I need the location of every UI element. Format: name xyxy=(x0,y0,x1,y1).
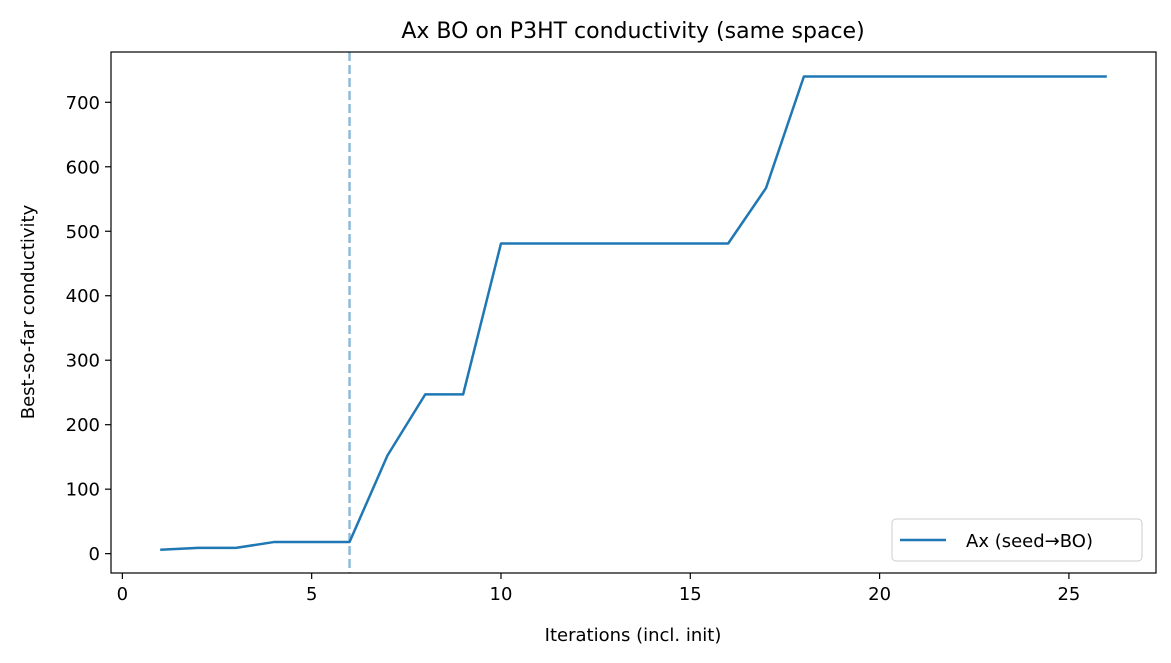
legend-box xyxy=(891,518,1143,562)
y-tick-label: 600 xyxy=(66,157,100,178)
y-tick-label: 0 xyxy=(89,544,100,565)
series-line xyxy=(160,75,1107,552)
y-axis-label: Best-so-far conductivity xyxy=(18,204,39,419)
y-tick-label: 500 xyxy=(66,222,100,243)
chart-title: Ax BO on P3HT conductivity (same space) xyxy=(401,19,864,44)
y-tick-label: 100 xyxy=(66,480,100,501)
x-tick-label: 0 xyxy=(117,584,128,605)
y-tick-label: 700 xyxy=(66,93,100,114)
legend-label: Ax (seed→BO) xyxy=(966,531,1093,552)
y-tick-label: 400 xyxy=(66,286,100,307)
x-tick-label: 20 xyxy=(868,584,891,605)
x-tick-label: 5 xyxy=(306,584,317,605)
plot-area xyxy=(160,52,1107,573)
x-tick-label: 25 xyxy=(1057,584,1080,605)
y-tick-label: 300 xyxy=(66,351,100,372)
x-tick-label: 15 xyxy=(679,584,702,605)
x-axis: 0 5 10 15 20 25 xyxy=(117,573,1080,605)
x-tick-label: 10 xyxy=(490,584,513,605)
y-axis: 0 100 200 300 400 500 600 700 xyxy=(66,93,111,565)
legend: Ax (seed→BO) xyxy=(891,518,1143,562)
plot-frame xyxy=(110,51,1157,574)
x-axis-label: Iterations (incl. init) xyxy=(545,625,722,646)
y-tick-label: 200 xyxy=(66,415,100,436)
